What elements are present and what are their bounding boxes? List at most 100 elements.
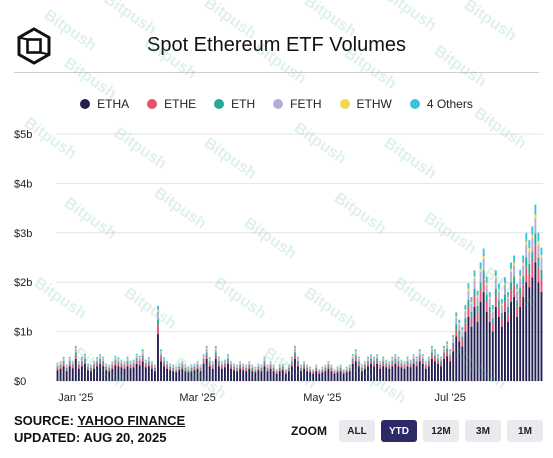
legend-item-others[interactable]: 4 Others [409, 97, 473, 111]
legend-item-eth[interactable]: ETH [214, 97, 255, 111]
bar-segment [135, 360, 138, 364]
bar-segment [160, 352, 162, 356]
bar-segment [227, 356, 229, 359]
bar-segment [290, 356, 293, 359]
legend-item-etha[interactable]: ETHA [80, 97, 129, 111]
bar-segment [141, 351, 144, 353]
bar-segment [333, 371, 336, 373]
bar-segment [68, 356, 71, 359]
zoom-3m-button[interactable]: 3M [465, 420, 501, 442]
bar-segment [181, 362, 184, 365]
source-link[interactable]: YAHOO FINANCE [77, 413, 186, 428]
bar-segment [470, 311, 473, 318]
bar-segment [385, 363, 388, 365]
bar-segment [245, 367, 248, 370]
bar-segment [531, 238, 534, 252]
bar-segment [379, 366, 382, 369]
zoom-12m-button[interactable]: 12M [423, 420, 459, 442]
bar-segment [284, 370, 287, 372]
bar-segment [430, 347, 433, 349]
bar-segment [525, 267, 528, 283]
legend-item-ethe[interactable]: ETHE [147, 97, 196, 111]
bar-segment [330, 366, 333, 368]
zoom-ytd-button[interactable]: YTD [381, 420, 417, 442]
x-tick-label: Mar '25 [179, 392, 215, 404]
bar-segment [90, 369, 92, 372]
zoom-1m-button[interactable]: 1M [507, 420, 543, 442]
bar-segment [80, 361, 83, 364]
bar-segment [455, 324, 458, 330]
bar-segment [144, 359, 147, 361]
bar-segment [330, 367, 333, 370]
bar-segment [257, 366, 260, 369]
bar-segment [147, 359, 150, 362]
bar-segment [528, 248, 531, 252]
bar-segment [93, 368, 95, 381]
bar-segment [504, 282, 506, 286]
bar-segment [251, 366, 254, 368]
bar-segment [239, 362, 242, 365]
bar-segment [111, 366, 114, 369]
zoom-all-button[interactable]: ALL [339, 420, 375, 442]
bar-segment [269, 362, 272, 365]
bar-segment [467, 299, 470, 307]
bar-segment [157, 311, 159, 320]
bar-segment [473, 276, 476, 279]
bar-segment [421, 358, 424, 361]
bar-segment [281, 363, 284, 365]
legend-item-ethw[interactable]: ETHW [339, 97, 392, 111]
bar-segment [351, 358, 354, 361]
y-tick-label: $5b [14, 129, 32, 141]
bar-segment [446, 344, 449, 349]
bar-segment [449, 349, 452, 352]
chart-legend: ETHA ETHE ETH FETH ETHW 4 Others [0, 97, 553, 111]
bar-segment [424, 364, 427, 367]
bar-segment [248, 364, 251, 367]
bar-segment [455, 336, 458, 381]
bar-segment [446, 356, 449, 381]
bar-segment [394, 358, 397, 361]
bar-segment [99, 360, 102, 364]
bar-segment [324, 364, 327, 366]
bar-segment [99, 354, 102, 356]
bar-segment [278, 371, 281, 381]
bar-segment [336, 369, 339, 371]
bar-segment [147, 363, 150, 367]
bar-segment [476, 305, 479, 313]
bar-segment [144, 361, 147, 364]
bar-segment [373, 363, 376, 367]
bar-segment [434, 349, 436, 352]
bar-segment [363, 362, 366, 365]
bar-segment [537, 282, 540, 381]
bar-segment [522, 297, 525, 381]
bar-segment [437, 356, 439, 359]
bar-segment [96, 357, 99, 359]
bar-segment [482, 248, 485, 257]
bar-segment [525, 232, 528, 242]
bar-segment [485, 276, 488, 283]
bar-segment [409, 359, 412, 361]
bar-segment [504, 311, 506, 381]
bar-segment [473, 288, 476, 297]
bar-segment [278, 366, 281, 368]
bar-segment [321, 368, 324, 370]
bar-segment [220, 364, 223, 367]
bar-segment [138, 355, 141, 358]
bar-segment [516, 289, 519, 292]
bar-segment [266, 367, 269, 370]
bar-segment [77, 368, 80, 381]
source-line: SOURCE: YAHOO FINANCE [14, 413, 185, 428]
bar-segment [120, 361, 123, 364]
bar-segment [391, 356, 394, 359]
bar-segment [123, 366, 126, 369]
bar-segment [507, 298, 509, 307]
bar-segment [330, 364, 333, 366]
bar-segment [74, 358, 77, 381]
legend-item-feth[interactable]: FETH [273, 97, 322, 111]
bar-segment [74, 348, 77, 353]
bar-segment [388, 366, 391, 369]
bar-segment [522, 276, 525, 285]
bar-segment [77, 361, 80, 363]
bar-segment [312, 373, 315, 381]
bar-segment [348, 369, 351, 372]
